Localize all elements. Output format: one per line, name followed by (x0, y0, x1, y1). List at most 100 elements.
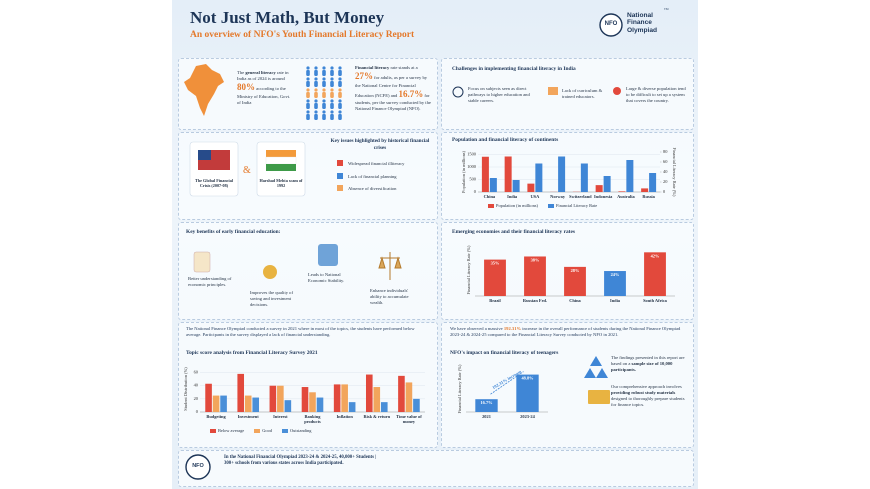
benefit-item: Enhance individuals' ability to accumula… (370, 288, 409, 305)
legend-swatch (488, 203, 494, 208)
text: The (237, 70, 245, 75)
highlight-value: 192.31% (503, 326, 522, 331)
legend-label: Financial Literacy Rate (555, 203, 598, 208)
section-title: Key issues highlighted by historical fin… (330, 138, 430, 151)
x-tick-label: Inflation (336, 414, 353, 419)
people-icons (303, 99, 343, 121)
value-label: 28% (571, 268, 580, 273)
bar (309, 392, 316, 412)
people-pyramid-icon (584, 356, 608, 378)
findings-text: The findings presented in this report ar… (611, 355, 687, 373)
general-literacy-text: The general literacy rate in India as of… (237, 70, 291, 106)
bar (277, 385, 284, 412)
issue-icon (337, 185, 343, 191)
y2-tick-label: 0 (663, 189, 666, 194)
title: Not Just Math, But Money (190, 8, 385, 27)
bar (481, 156, 489, 192)
x-tick-label: Budgeting (206, 414, 226, 419)
x-tick-label: Banking products (304, 414, 321, 425)
people-icons (303, 88, 343, 99)
y-tick-label: 0 (196, 409, 199, 414)
bar (301, 387, 309, 412)
bar (641, 188, 649, 192)
people-icon (613, 87, 621, 95)
text: We have observed a massive (450, 326, 503, 331)
bar (220, 395, 227, 412)
bar (558, 156, 566, 192)
issue-item: Widespread financial illiteracy (348, 161, 405, 166)
y2-tick-label: 40 (663, 169, 668, 174)
survey-text: The National Finance Olympiad conducted … (186, 326, 415, 337)
bar (348, 402, 356, 412)
bar (398, 375, 405, 412)
challenge-item: Large & diverse population tend to be di… (626, 86, 686, 103)
legend-label: Below average (218, 428, 245, 433)
bar (595, 185, 603, 192)
survey-panel (178, 322, 438, 448)
crisis-card-label: Harshad Mehta scam of 1992 (259, 178, 303, 189)
y-tick-label: 1500 (467, 152, 477, 157)
brand-name: National Finance Olympiad (627, 12, 658, 34)
y-tick-label: 40 (194, 383, 199, 388)
people-icons (303, 66, 343, 88)
flag-icon (198, 150, 211, 160)
bar (237, 373, 245, 412)
y2-axis-label: Financial Literacy Rate (%) (672, 148, 677, 197)
footer-text: In the National Financial Olympiad 2023-… (224, 455, 377, 467)
bar (244, 395, 252, 412)
bar (212, 395, 220, 412)
y2-tick-label: 60 (663, 159, 668, 164)
x-tick-label: Interest (273, 414, 288, 419)
bar (604, 271, 626, 296)
benefit-item: Improves the quality of saving and inves… (250, 290, 293, 307)
text: for adults, as per a survey by the Natio… (355, 74, 428, 98)
impact-text: We have observed a massive 192.31% incre… (450, 326, 688, 338)
challenges-panel (441, 58, 694, 130)
y2-tick-label: 80 (663, 149, 668, 154)
legend-label: Outstanding (289, 428, 312, 433)
joiner: & (243, 165, 251, 176)
crisis-card-label: The Global Financial Crisis (2007-08) (195, 178, 233, 189)
bar (580, 163, 588, 192)
section-title: Key benefits of early financial educatio… (186, 229, 281, 235)
text: according to the Ministry of Education, … (237, 85, 291, 105)
subtitle: An overview of NFO's Youth Financial Lit… (190, 30, 415, 40)
footer-logo-text: NFO (192, 463, 204, 469)
x-tick-label: Russian Fed. (522, 298, 548, 303)
logo-ring (599, 13, 623, 37)
bar (413, 398, 420, 412)
text: designed to thoroughly prepare students … (611, 395, 685, 407)
bar (373, 387, 381, 412)
legend-item: Population (in millions) (488, 203, 538, 208)
bar (341, 384, 348, 412)
x-tick-label: 2023-24 (520, 414, 535, 419)
x-tick-label: Brazil (489, 298, 501, 303)
footer-panel (178, 450, 694, 487)
y-tick-label: 500 (469, 177, 476, 182)
bar (380, 402, 388, 412)
text: The findings presented in this report ar… (611, 355, 685, 366)
challenge-item: Lack of curriculum & trained educators. (562, 88, 603, 99)
x-tick-label: Investment (237, 414, 259, 419)
y-axis-label: Financial Literacy Rate (%) (466, 245, 471, 294)
text: rate stands at a (390, 65, 418, 70)
flag-icon (266, 164, 296, 171)
y-tick-label: 60 (194, 370, 199, 375)
legend-swatch (547, 203, 554, 208)
book-icon (548, 87, 558, 95)
highlight-value: 80% (237, 81, 255, 92)
chart-title: NFO's impact on financial literacy of te… (450, 350, 559, 356)
financial-literacy-text: Financial literacy rate stands at a 27% … (355, 65, 431, 112)
benefit-item: Better understanding of economic princip… (188, 276, 232, 287)
bar (524, 256, 546, 296)
chart-title: Topic score analysis from Financial Lite… (186, 350, 318, 356)
y-axis-label: Population (in millions) (461, 150, 466, 192)
findings-text: Our comprehensive approach involves prov… (611, 384, 687, 408)
safe-icon (318, 244, 338, 266)
x-tick-label: China (483, 194, 496, 199)
x-tick-label: Risk & return (363, 414, 391, 419)
bar (649, 173, 657, 192)
bar (333, 384, 341, 412)
